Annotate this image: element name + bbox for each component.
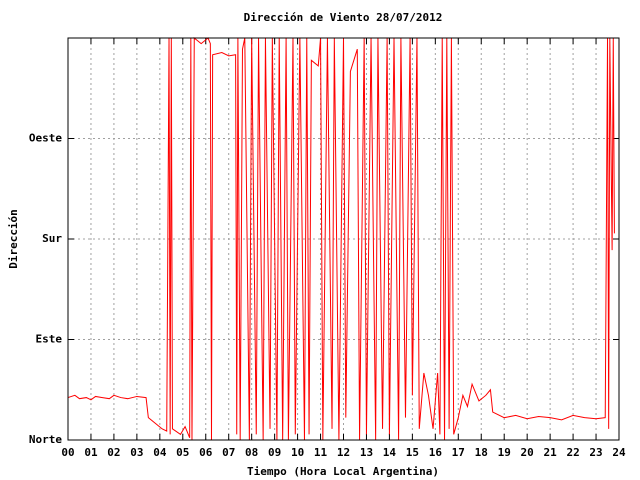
x-tick-label: 22 (566, 446, 579, 459)
chart-title: Dirección de Viento 28/07/2012 (244, 11, 443, 24)
x-tick-label: 07 (222, 446, 235, 459)
x-tick-label: 01 (84, 446, 98, 459)
x-tick-label: 15 (406, 446, 419, 459)
x-tick-label: 12 (337, 446, 350, 459)
x-tick-label: 08 (245, 446, 258, 459)
x-tick-label: 03 (130, 446, 143, 459)
y-axis-label: Dirección (7, 209, 20, 269)
x-tick-label: 16 (429, 446, 443, 459)
x-tick-label: 11 (314, 446, 328, 459)
x-tick-label: 24 (612, 446, 626, 459)
x-tick-label: 23 (589, 446, 602, 459)
x-tick-label: 05 (176, 446, 189, 459)
y-tick-label: Este (36, 333, 63, 346)
x-tick-label: 14 (383, 446, 397, 459)
x-tick-label: 18 (475, 446, 488, 459)
x-tick-label: 06 (199, 446, 213, 459)
x-tick-label: 17 (452, 446, 465, 459)
plot-frame (67, 37, 620, 441)
x-tick-label: 04 (153, 446, 167, 459)
x-tick-label: 00 (61, 446, 74, 459)
x-tick-label: 20 (521, 446, 534, 459)
y-tick-label: Oeste (29, 132, 62, 145)
x-axis-label: Tiempo (Hora Local Argentina) (247, 465, 439, 478)
x-tick-label: 13 (360, 446, 373, 459)
y-tick-label: Norte (29, 433, 62, 446)
x-tick-label: 21 (544, 446, 558, 459)
x-tick-label: 19 (498, 446, 511, 459)
x-tick-label: 10 (291, 446, 304, 459)
y-tick-label: Sur (42, 232, 62, 245)
x-tick-label: 09 (268, 446, 281, 459)
x-tick-label: 02 (107, 446, 120, 459)
